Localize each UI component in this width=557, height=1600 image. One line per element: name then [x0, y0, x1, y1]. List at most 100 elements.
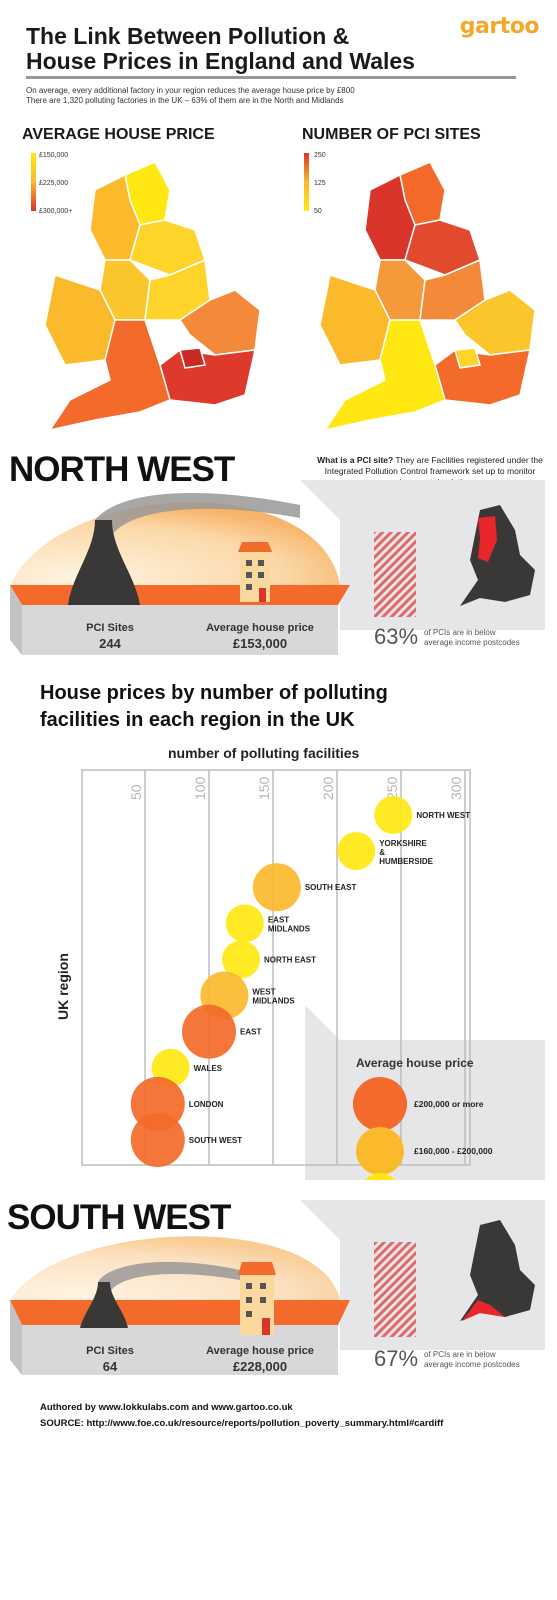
authored-by[interactable]: Authored by www.lokkulabs.com and www.ga…	[40, 1402, 293, 1413]
bubble-chart: 50 100 150 200 250 300 NORTH WEST YORKSHIRE & HU…	[81, 769, 545, 1180]
bubble-yorkshire-humberside	[337, 832, 376, 871]
bubble-label-south-east: SOUTH EAST	[305, 883, 357, 892]
intro-text: On average, every additional factory in …	[26, 86, 506, 106]
bubble-label-north-west: NORTH WEST	[416, 811, 470, 820]
credits: Authored by www.lokkulabs.com and www.ga…	[40, 1400, 443, 1432]
intro-line-2: There are 1,320 polluting factories in t…	[26, 96, 344, 105]
size-legend-swatch-1	[356, 1127, 404, 1175]
sw-house	[238, 1262, 276, 1335]
south-west-illustration	[10, 1200, 545, 1375]
nw-chimney	[68, 520, 140, 605]
bubble-south-east	[252, 863, 301, 912]
bubble-label-east-midlands: EAST MIDLANDS	[268, 915, 311, 933]
sw-smoke	[98, 1261, 240, 1292]
bubble-label-yorkshire-humberside: YORKSHIRE & HUMBERSIDE	[379, 839, 433, 866]
x-tick-label-150: 150	[256, 776, 272, 800]
sw-percent: 67%	[374, 1346, 419, 1371]
gartoo-logo[interactable]: gartoo	[459, 14, 540, 39]
north-west-heading: NORTH WEST	[9, 450, 235, 489]
bubble-label-west-midlands: WEST MIDLANDS	[252, 988, 295, 1006]
bubble-south-west	[130, 1113, 185, 1167]
nw-price-value: £153,000	[232, 636, 288, 651]
map-region-south-east	[159, 349, 256, 406]
legend-label-low: £150,000	[39, 152, 69, 159]
north-west-illustration	[10, 480, 545, 655]
nw-pci-value: 244	[99, 636, 121, 651]
pci-legend-bar	[304, 153, 309, 211]
nw-pci-label: PCI Sites	[86, 622, 134, 634]
pci-question: What is a PCI site?	[317, 455, 394, 465]
bubble-north-west	[374, 796, 413, 834]
source-link[interactable]: SOURCE: http://www.foe.co.uk/resource/re…	[40, 1418, 444, 1429]
house-price-legend-bar	[31, 153, 36, 211]
chart-bubbles: NORTH WEST YORKSHIRE & HUMBERSIDE SOUTH EAST…	[130, 796, 470, 1167]
sw-percent-note: of PCIs are in below average income post…	[424, 1350, 520, 1370]
sw-platform-side	[10, 1300, 22, 1375]
house-price-map	[44, 161, 261, 432]
size-legend-title: Average house price	[356, 1056, 474, 1070]
pci-sites-map	[319, 161, 536, 432]
nw-percent-note-line-1: of PCIs are in below	[424, 628, 496, 637]
page-title: The Link Between Pollution & House Price…	[26, 24, 446, 74]
bubble-label-wales: WALES	[194, 1064, 223, 1073]
bubble-north-east	[222, 940, 260, 979]
pci-legend-high: 250	[314, 152, 326, 159]
nw-percent-note-line-2: average income postcodes	[424, 638, 520, 647]
sw-price-label: Average house price	[206, 1345, 314, 1357]
x-tick-label-250: 250	[384, 776, 400, 800]
map-region-london	[179, 347, 206, 369]
bubble-east	[182, 1004, 236, 1059]
size-legend-swatch-2	[365, 1173, 395, 1180]
chart-title-line-2: facilities in each region in the UK	[40, 709, 355, 731]
pci-region-london	[454, 347, 481, 369]
x-tick-label-300: 300	[448, 776, 464, 800]
south-west-heading: SOUTH WEST	[7, 1198, 231, 1237]
title-divider	[26, 76, 516, 79]
intro-line-1: On average, every additional factory in …	[26, 86, 355, 95]
bubble-label-east: EAST	[240, 1028, 261, 1037]
nw-platform-top	[10, 585, 350, 605]
size-legend-label-1: £160,000 - £200,000	[414, 1146, 493, 1156]
bubble-label-london: LONDON	[189, 1100, 224, 1109]
nw-percent: 63%	[374, 624, 419, 649]
x-tick-label-50: 50	[128, 784, 144, 800]
chart-title-line-1: House prices by number of polluting	[40, 682, 388, 704]
legend-label-mid: £225,000	[39, 180, 69, 187]
size-legend-swatch-0	[353, 1077, 407, 1131]
chart-size-legend: Average house price £200,000 or more £160,…	[353, 1056, 493, 1180]
nw-smoke	[95, 493, 300, 535]
sw-percent-note-line-1: of PCIs are in below	[424, 1350, 496, 1359]
nw-platform-side	[10, 585, 22, 655]
chart-section-title: House prices by number of polluting faci…	[40, 680, 500, 734]
sw-pci-value: 64	[102, 1359, 118, 1374]
x-axis-title: number of polluting facilities	[168, 745, 360, 761]
nw-percent-bar	[374, 532, 416, 617]
x-tick-label-200: 200	[320, 776, 336, 800]
pci-map-title: NUMBER OF PCI SITES	[302, 126, 481, 143]
sw-percent-note-line-2: average income postcodes	[424, 1360, 520, 1369]
nw-percent-note: of PCIs are in below average income post…	[424, 628, 520, 648]
pci-legend-low: 50	[314, 208, 322, 215]
nw-price-label: Average house price	[206, 622, 314, 634]
sw-chimney	[80, 1282, 128, 1328]
sw-percent-bar	[374, 1242, 416, 1337]
chart-grid: 50 100 150 200 250 300	[81, 769, 471, 1166]
bubble-east-midlands	[225, 904, 264, 943]
bubble-label-south-west: SOUTH WEST	[189, 1136, 242, 1145]
chart-frame	[81, 769, 471, 1166]
house-price-map-title: AVERAGE HOUSE PRICE	[22, 126, 215, 143]
pci-legend-mid: 125	[314, 180, 326, 187]
bubble-label-north-east: NORTH EAST	[264, 955, 316, 964]
nw-house	[238, 542, 272, 602]
sw-pci-label: PCI Sites	[86, 1345, 134, 1357]
title-line-2: House Prices in England and Wales	[26, 48, 415, 74]
title-line-1: The Link Between Pollution &	[26, 23, 350, 49]
sw-uk-map	[460, 1220, 535, 1321]
pci-region-south-east	[434, 349, 531, 406]
nw-platform-front	[22, 605, 338, 655]
legend-label-high: £300,000+	[39, 208, 73, 215]
x-tick-label-100: 100	[192, 776, 208, 800]
sw-platform-top	[10, 1300, 350, 1325]
sw-platform-front	[22, 1325, 338, 1375]
nw-uk-map	[460, 505, 535, 606]
